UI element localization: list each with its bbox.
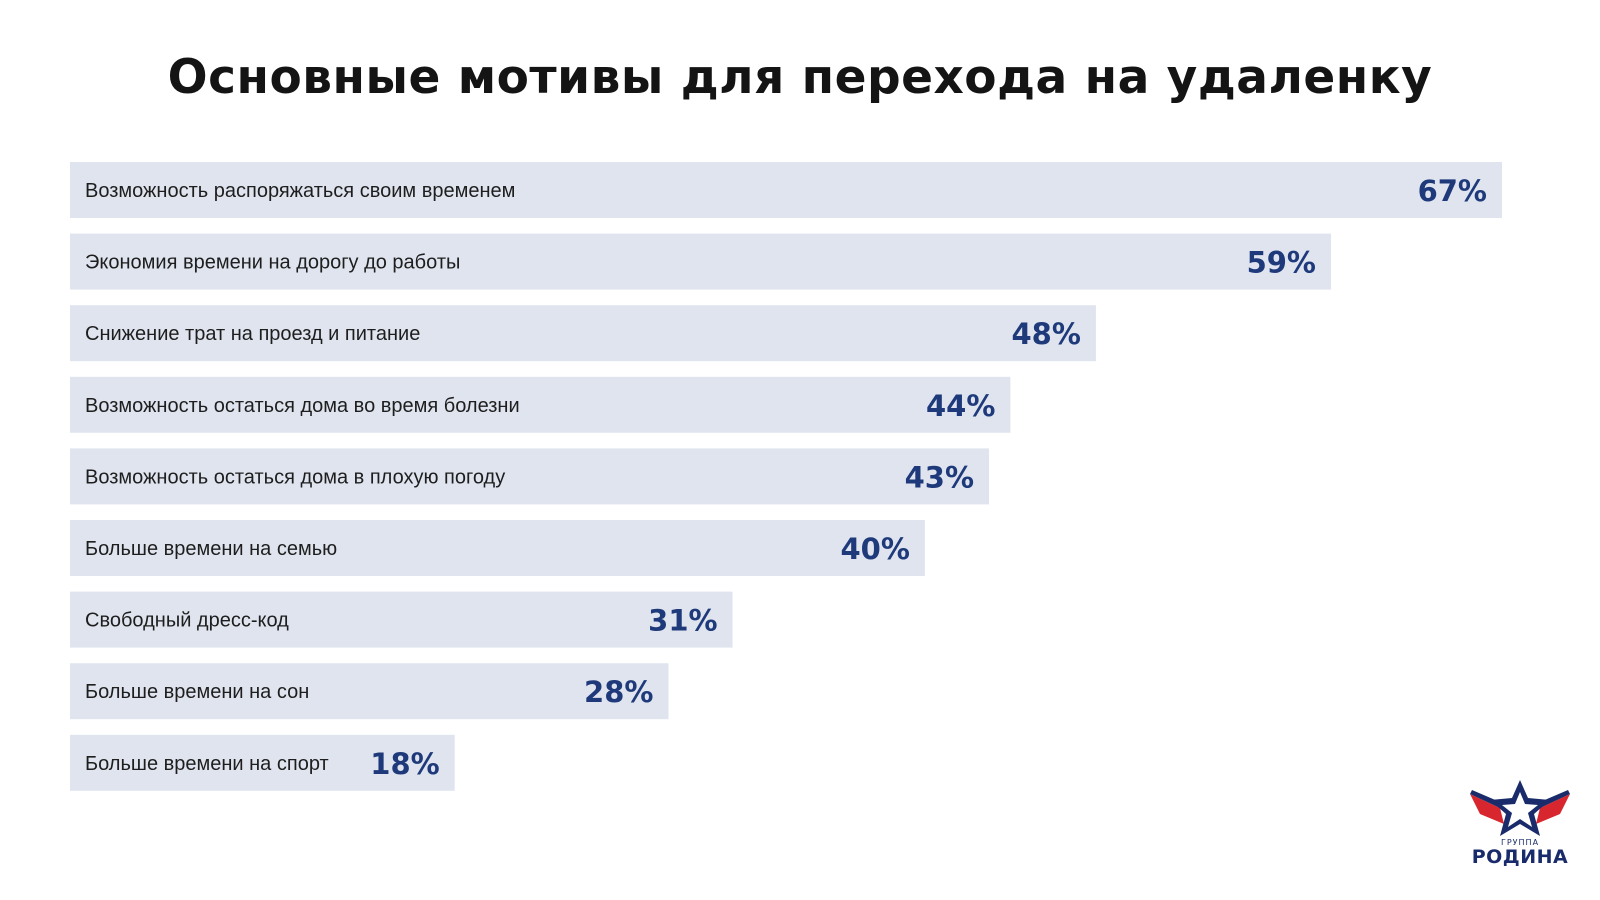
rodina-logo: ГРУППА РОДИНА — [1470, 778, 1570, 878]
value-label: 59% — [1247, 246, 1316, 280]
bar — [70, 448, 990, 505]
logo-small-text: ГРУППА — [1500, 838, 1540, 847]
bar — [70, 591, 733, 648]
category-label: Свободный дресс-код — [85, 610, 289, 632]
bar — [70, 162, 1502, 218]
category-label: Возможность остаться дома во время болез… — [85, 395, 520, 417]
value-label: 28% — [584, 675, 653, 709]
category-label: Больше времени на сон — [85, 681, 309, 703]
category-label: Возможность распоряжаться своим временем — [85, 180, 515, 202]
value-label: 31% — [648, 604, 717, 638]
value-label: 67% — [1418, 174, 1487, 208]
bar — [70, 305, 1096, 362]
chart-title: Основные мотивы для перехода на удаленку — [167, 50, 1433, 105]
star-icon — [1470, 780, 1570, 836]
value-label: 43% — [905, 460, 974, 494]
value-label: 40% — [841, 532, 910, 566]
category-label: Возможность остаться дома в плохую погод… — [85, 466, 505, 488]
bar — [70, 233, 1332, 290]
category-label: Больше времени на спорт — [85, 753, 329, 775]
bar — [70, 663, 669, 720]
category-label: Больше времени на семью — [85, 538, 337, 560]
bar — [70, 520, 925, 576]
value-label: 48% — [1011, 317, 1080, 351]
bar — [70, 376, 1011, 433]
bar — [70, 734, 455, 791]
value-label: 18% — [370, 747, 439, 781]
category-label: Экономия времени на дорогу до работы — [85, 252, 460, 274]
value-label: 44% — [926, 389, 995, 423]
logo-big-text: РОДИНА — [1471, 846, 1569, 868]
category-label: Снижение трат на проезд и питание — [85, 323, 420, 345]
